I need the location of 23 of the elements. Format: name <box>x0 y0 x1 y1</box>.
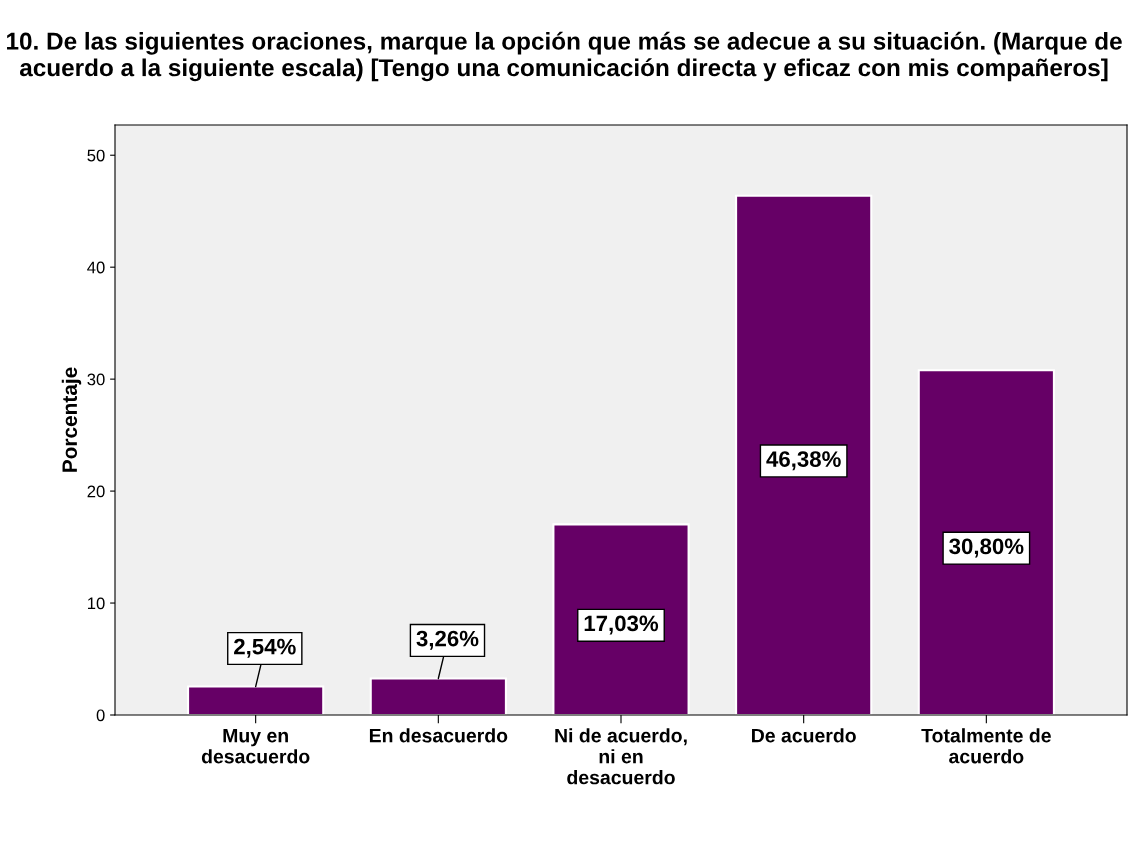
y-tick-label: 50 <box>87 149 105 162</box>
bar <box>735 194 873 715</box>
data-label: 30,80% <box>949 538 1024 558</box>
x-tick-label: De acuerdo <box>752 728 856 743</box>
x-tick-label: En desacuerdo <box>369 728 508 743</box>
data-label: 2,54% <box>234 638 296 658</box>
bar <box>917 369 1055 715</box>
data-label: 17,03% <box>584 615 659 635</box>
x-tick-label: Muy en desacuerdo <box>201 728 310 764</box>
y-tick-label: 30 <box>87 373 105 386</box>
data-label: 46,38% <box>766 451 841 471</box>
bar <box>552 523 690 715</box>
bar <box>369 677 507 715</box>
data-label: 3,26% <box>416 630 479 650</box>
x-tick-label: Totalmente de acuerdo <box>921 728 1051 764</box>
y-tick-label: 20 <box>87 485 105 498</box>
y-axis-title: Porcentaje <box>61 367 82 472</box>
bar <box>187 685 325 715</box>
chart-title: 10. De las siguientes oraciones, marque la opción que más se adecue a su situación. (Marque de acuerdo a la siguiente escala) [Tengo una comunicación directa y eficaz con mis compañeros] <box>7 31 1122 82</box>
y-tick-label: 0 <box>96 709 105 722</box>
y-tick-label: 10 <box>88 597 105 610</box>
x-tick-label: Ni de acuerdo, ni en desacuerdo <box>555 728 687 785</box>
y-tick-label: 40 <box>87 261 105 274</box>
